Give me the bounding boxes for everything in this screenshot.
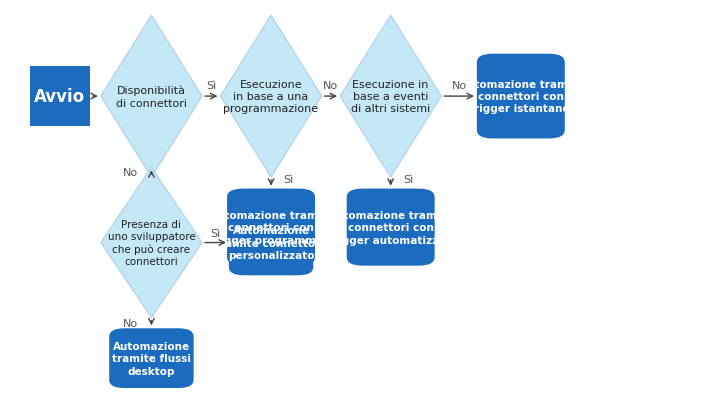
Text: Presenza di
uno sviluppatore
che può creare
connettori: Presenza di uno sviluppatore che può cre… xyxy=(108,219,195,267)
FancyBboxPatch shape xyxy=(227,189,315,266)
Polygon shape xyxy=(220,16,322,178)
Text: Sì: Sì xyxy=(210,228,220,238)
Text: No: No xyxy=(123,318,138,328)
Polygon shape xyxy=(101,16,202,178)
Text: Disponibilità
di connettori: Disponibilità di connettori xyxy=(116,85,187,108)
Polygon shape xyxy=(340,16,442,178)
Text: Sì: Sì xyxy=(206,80,216,90)
Text: Automazione
tramite connettore
personalizzato: Automazione tramite connettore personali… xyxy=(215,226,327,260)
FancyBboxPatch shape xyxy=(477,54,565,139)
Text: Avvio: Avvio xyxy=(34,88,85,106)
Bar xyxy=(30,67,90,127)
FancyBboxPatch shape xyxy=(109,328,194,388)
FancyBboxPatch shape xyxy=(347,189,434,266)
Text: Automazione
tramite flussi
desktop: Automazione tramite flussi desktop xyxy=(112,341,191,375)
Text: Sì: Sì xyxy=(403,175,414,184)
Text: No: No xyxy=(323,80,338,90)
Text: No: No xyxy=(452,80,467,90)
Text: Esecuzione
in base a una
programmazione: Esecuzione in base a una programmazione xyxy=(223,79,319,114)
Text: Automazione tramite
connettori con
trigger automatizzati: Automazione tramite connettori con trigg… xyxy=(327,210,454,245)
Text: Esecuzione in
base a eventi
di altri sistemi: Esecuzione in base a eventi di altri sis… xyxy=(351,79,430,114)
Polygon shape xyxy=(101,168,202,318)
FancyBboxPatch shape xyxy=(229,210,313,276)
Text: Automazione tramite
connettori con
trigger programmati: Automazione tramite connettori con trigg… xyxy=(209,210,333,245)
Text: No: No xyxy=(123,168,138,178)
Text: Sì: Sì xyxy=(284,175,294,184)
Text: Automazione tramite
connettori con
trigger istantanei: Automazione tramite connettori con trigg… xyxy=(459,79,583,114)
